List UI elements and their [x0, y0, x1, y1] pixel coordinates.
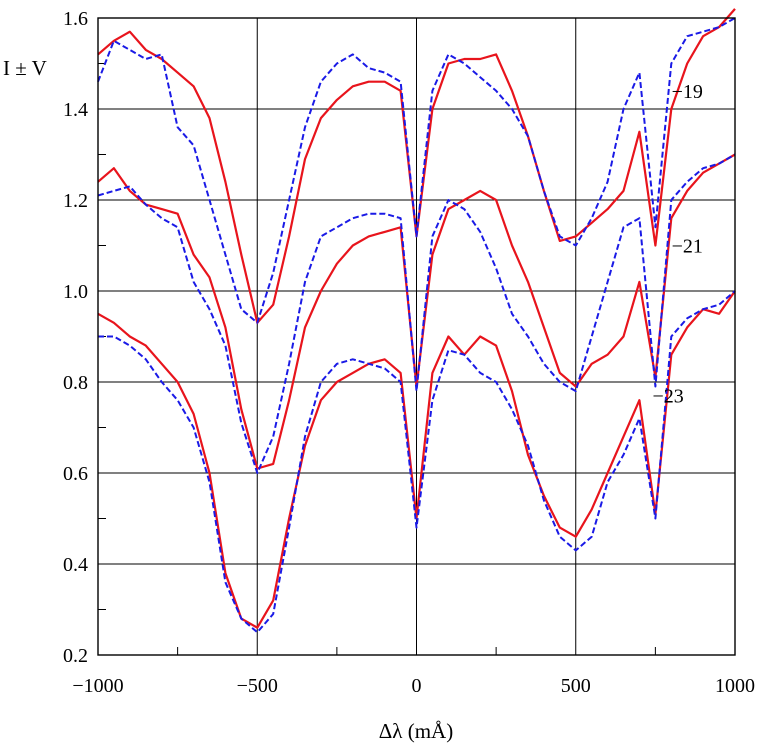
- y-tick-label-6: 1.4: [63, 99, 88, 121]
- x-tick-label-3: 500: [561, 675, 591, 697]
- x-tick-label-2: 0: [412, 675, 422, 697]
- y-tick-label-4: 1.0: [63, 281, 88, 303]
- plot-frame: [97, 17, 736, 656]
- y-axis-label: I ± V: [3, 56, 47, 80]
- series-line-3-dashed: [97, 153, 736, 474]
- series-layer: [97, 8, 736, 634]
- x-axis-label: Δλ (mÅ): [379, 719, 453, 743]
- x-tick-labels: −1000 −500 0 500 1000: [72, 675, 755, 697]
- y-tick-label-7: 1.6: [63, 8, 88, 30]
- curve-label-0: −19: [672, 81, 703, 103]
- y-tick-label-1: 0.4: [63, 554, 88, 576]
- curve-labels: −19 −21 −23: [652, 81, 702, 408]
- y-tick-label-2: 0.6: [63, 463, 88, 485]
- curve-label-1: −21: [672, 236, 703, 258]
- series-line-5-dashed: [98, 290, 736, 634]
- x-tick-label-1: −500: [237, 675, 278, 697]
- y-tick-label-0: 0.2: [63, 645, 88, 667]
- y-tick-label-5: 1.2: [63, 190, 88, 212]
- y-tick-label-3: 0.8: [63, 372, 88, 394]
- x-tick-label-4: 1000: [715, 675, 755, 697]
- x-tick-label-0: −1000: [72, 675, 123, 697]
- series-line-1-dashed: [97, 17, 736, 324]
- y-tick-labels: 0.2 0.4 0.6 0.8 1.0 1.2 1.4 1.6: [63, 8, 88, 667]
- curve-label-2: −23: [652, 386, 683, 408]
